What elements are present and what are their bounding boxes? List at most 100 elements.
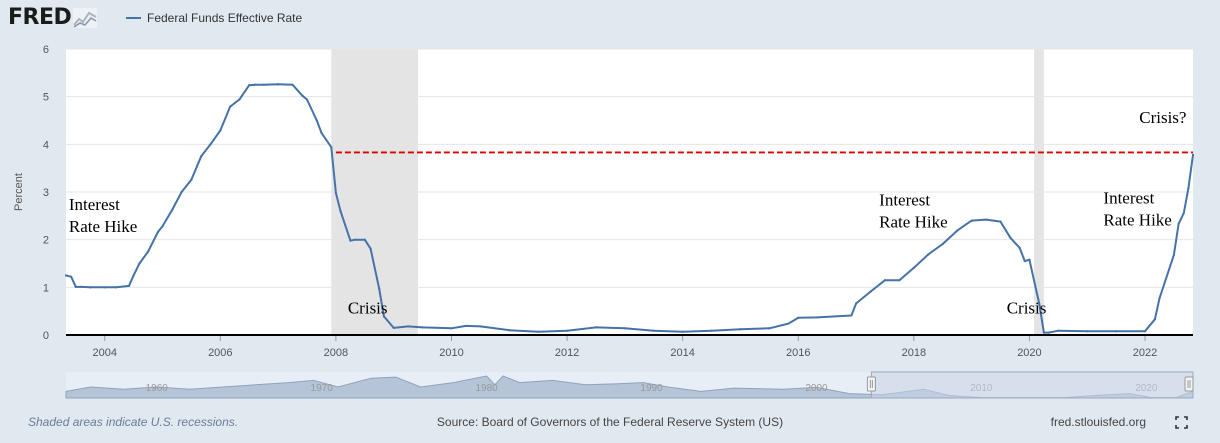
series-point: [854, 302, 858, 305]
series-point: [1038, 302, 1041, 306]
series-point: [956, 229, 959, 232]
x-tick-label: 2022: [1133, 347, 1157, 359]
series-point: [1187, 187, 1190, 190]
chart-annotation: Interest Rate Hike: [1103, 188, 1171, 229]
series-point: [70, 275, 73, 278]
series-point: [787, 322, 790, 325]
series-point: [1153, 318, 1156, 321]
navigator-handle[interactable]: [1184, 376, 1194, 392]
line-chart[interactable]: 0 1 2 3 4 5 6 2004 2006 2008 2010 2012 2014 2016 2018…: [0, 0, 1220, 410]
series-point: [1042, 331, 1045, 334]
series-point: [984, 218, 988, 221]
chart-annotation: Interest Rate Hike: [69, 195, 137, 236]
series-point: [190, 178, 193, 181]
y-tick-label: 2: [43, 235, 49, 247]
series-point: [816, 316, 819, 319]
x-tick-label: 2008: [324, 347, 348, 359]
chart-header: FRED Federal Funds Effective Rate: [0, 0, 1220, 40]
navigator-label: 1980: [475, 383, 498, 394]
series-point: [180, 190, 183, 194]
series-point: [1182, 211, 1185, 215]
legend-series-label: Federal Funds Effective Rate: [147, 11, 303, 25]
series-point: [171, 208, 174, 211]
series-point: [1047, 331, 1050, 334]
series-point: [768, 327, 771, 330]
source-note: Source: Board of Governors of the Federa…: [436, 415, 784, 429]
x-tick-label: 2006: [208, 347, 232, 359]
series-point: [464, 324, 468, 328]
series-point: [1023, 260, 1026, 263]
site-link[interactable]: fred.stlouisfed.org: [1050, 415, 1146, 429]
navigator-handle[interactable]: [866, 376, 876, 392]
series-point: [382, 315, 385, 318]
navigator-label: 1960: [146, 383, 169, 394]
navigator-selected-window[interactable]: [870, 371, 1194, 399]
fred-logo-text: FRED: [8, 5, 72, 30]
series-point: [277, 83, 280, 86]
series-point: [1191, 153, 1195, 156]
series-point: [941, 242, 944, 246]
series-point: [1177, 222, 1180, 226]
series-point: [407, 325, 410, 328]
series-line: [65, 83, 1194, 334]
series-point: [80, 285, 83, 288]
series-point: [594, 326, 598, 329]
chart-annotation: Crisis?: [1139, 108, 1186, 127]
series-point: [565, 329, 569, 332]
series-point: [369, 247, 372, 250]
series-point: [115, 286, 118, 289]
series-point: [1009, 236, 1012, 239]
y-axis-label: Percent: [13, 173, 25, 211]
annotation-line: Rate Hike: [69, 217, 137, 236]
fred-logo[interactable]: FRED: [8, 5, 98, 30]
legend: Federal Funds Effective Rate: [126, 11, 302, 25]
series-point: [200, 155, 203, 158]
series-point: [103, 286, 106, 289]
x-tick-label: 2004: [92, 347, 116, 359]
series-point: [353, 238, 357, 241]
series-point: [869, 290, 872, 293]
x-tick-label: 2020: [1017, 347, 1041, 359]
series-point: [253, 83, 257, 86]
series-point: [1158, 297, 1161, 300]
series-point: [301, 94, 304, 97]
series-point: [363, 238, 366, 241]
series-point: [927, 253, 930, 256]
x-tick-label: 2014: [670, 347, 694, 359]
y-tick-label: 3: [43, 187, 49, 199]
series-point: [508, 329, 511, 332]
series-point: [89, 286, 92, 289]
series-point: [1028, 258, 1031, 261]
navigator-label: 1970: [311, 383, 334, 394]
annotation-line: Crisis: [1007, 299, 1047, 318]
y-tick-label: 5: [43, 92, 49, 104]
series-point: [912, 266, 915, 269]
x-tick-label: 2012: [555, 347, 579, 359]
series-point: [1143, 330, 1147, 333]
series-point: [238, 98, 241, 101]
annotations: Interest Rate Hike Crisis Interest Rate Hike…: [69, 108, 1187, 318]
annotation-line: Interest: [879, 190, 930, 209]
series-point: [378, 287, 381, 290]
series-point: [248, 84, 251, 87]
chart-annotation: Crisis: [1007, 299, 1047, 318]
series-point: [64, 274, 68, 277]
series-point: [156, 230, 159, 234]
series-point: [1115, 330, 1118, 333]
y-tick-label: 4: [43, 139, 49, 151]
y-axis-ticks: 0 1 2 3 4 5 6: [43, 44, 49, 342]
series-point: [161, 225, 164, 228]
chart-annotation: Interest Rate Hike: [879, 190, 947, 231]
y-tick-label: 1: [43, 282, 49, 294]
range-navigator[interactable]: 1960197019801990200020102020: [65, 371, 1194, 399]
series-point: [479, 325, 482, 328]
series-point: [1172, 253, 1176, 257]
fullscreen-icon[interactable]: [1175, 416, 1188, 429]
navigator-handles[interactable]: [866, 376, 1194, 392]
series-point: [739, 328, 742, 331]
series-point: [127, 284, 131, 288]
series-point: [898, 279, 901, 282]
annotation-line: Interest: [69, 195, 120, 214]
series-point: [138, 262, 141, 265]
series-point: [652, 329, 655, 332]
